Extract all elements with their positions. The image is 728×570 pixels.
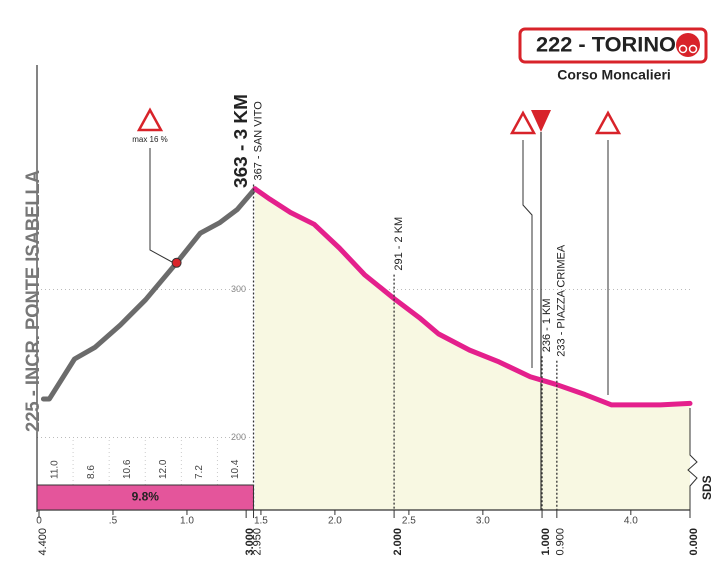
profile-line xyxy=(40,186,258,402)
x2-tick-label: 2.000 xyxy=(392,528,404,556)
finish-icon-wheel xyxy=(678,44,688,54)
flamme-rouge xyxy=(531,110,551,132)
max-gradient-label: max 16 % xyxy=(132,135,168,144)
climb-sign xyxy=(136,107,164,132)
x2-tick-label: 4.400 xyxy=(37,528,49,556)
finish-icon-wheel xyxy=(688,44,698,54)
x-tick-label: 3.0 xyxy=(476,516,490,527)
annotation-label: 367 - SAN VITO xyxy=(252,101,264,181)
average-gradient-label: 9.8% xyxy=(132,490,160,504)
gradient-label: 8.6 xyxy=(86,465,97,479)
x-tick-label: 1.0 xyxy=(180,516,194,527)
data-layer: 200 300 9.8% 11.0 8.6 10.6 12.0 7.2 10.4 367 - SA… xyxy=(36,101,700,556)
sign-pointer xyxy=(522,140,533,368)
annotation-label: 291 - 2 KM xyxy=(393,217,405,271)
watermark: SDS xyxy=(700,475,714,500)
sign-pointer xyxy=(149,148,173,263)
x2-tick-label: 1.000 xyxy=(540,528,552,556)
x2-tick-label: 3.000 xyxy=(244,528,256,556)
annotation-label: 233 - PIAZZA CRIMEA xyxy=(556,244,568,357)
profile-area xyxy=(255,188,690,510)
right-edge xyxy=(687,408,698,512)
y-tick-label: 200 xyxy=(231,432,246,442)
curve-sign xyxy=(594,110,622,135)
gradient-label: 7.2 xyxy=(194,465,205,479)
x-tick-label: 0 xyxy=(36,516,42,527)
gradient-label: 10.4 xyxy=(230,459,241,479)
finish-box xyxy=(518,27,708,64)
gradient-label: 10.6 xyxy=(122,459,133,479)
max-gradient-point xyxy=(171,257,182,268)
finish-subtitle: Corso Moncalieri xyxy=(557,67,671,83)
y-tick-label: 300 xyxy=(231,284,246,294)
finish-icon xyxy=(676,33,700,57)
x-tick-label: .5 xyxy=(109,516,118,527)
x-tick-label: 2.0 xyxy=(328,516,342,527)
x-tick-label: 1.5 xyxy=(254,516,268,527)
curve-sign xyxy=(509,110,537,135)
profile-line xyxy=(252,186,693,408)
finish-title: 222 - TORINO xyxy=(536,34,676,57)
x2-tick-label: 0.000 xyxy=(688,528,700,556)
gradient-label: 12.0 xyxy=(158,459,169,479)
chart-title: 363 - 3 KM xyxy=(231,94,251,188)
annotation-label: 236 - 1 KM xyxy=(541,298,553,352)
background-layer xyxy=(37,188,690,510)
x-tick-label: 4.0 xyxy=(624,516,638,527)
x-tick-label: 2.5 xyxy=(402,516,416,527)
x2-tick-label: 2.950 xyxy=(251,528,263,556)
gradient-label: 11.0 xyxy=(50,460,61,479)
start-label: 225 - INCR. PONTE ISABELLA xyxy=(23,170,44,432)
x2-tick-label: 0.900 xyxy=(555,528,567,556)
